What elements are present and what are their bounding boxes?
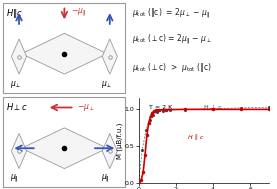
Text: $-\mu_{\|}$: $-\mu_{\|}$: [71, 7, 86, 19]
Text: H ⊥ c: H ⊥ c: [204, 105, 221, 110]
Polygon shape: [102, 133, 117, 169]
Polygon shape: [11, 39, 27, 74]
Text: $-\mu_{\perp}$: $-\mu_{\perp}$: [77, 102, 95, 113]
Text: $\mu_{\rm tot}$ ($\perp$c) = 2$\mu_{\|}$ $-$ $\mu_{\perp}$: $\mu_{\rm tot}$ ($\perp$c) = 2$\mu_{\|}$…: [132, 33, 212, 47]
Text: $\mu_{\rm tot}$ ($\|$c)  = 2$\mu_{\perp}$ $-$ $\mu_{\|}$: $\mu_{\rm tot}$ ($\|$c) = 2$\mu_{\perp}$…: [132, 6, 210, 21]
Polygon shape: [22, 128, 107, 169]
Y-axis label: M (μB/f.u.): M (μB/f.u.): [117, 123, 123, 159]
Text: $\mu_{\rm tot}$ ($\perp$c)  >  $\mu_{\rm tot}$ ($\|$c): $\mu_{\rm tot}$ ($\perp$c) > $\mu_{\rm t…: [132, 61, 212, 74]
Text: $\mu_{\|}$: $\mu_{\|}$: [10, 173, 19, 185]
Text: $\mu_{\perp}$: $\mu_{\perp}$: [101, 79, 112, 90]
Text: H ∥ c: H ∥ c: [188, 134, 203, 139]
Text: T = 2 K: T = 2 K: [149, 105, 172, 110]
Polygon shape: [102, 39, 117, 74]
Text: $\mu_{\|}$: $\mu_{\|}$: [101, 173, 110, 185]
Text: $\mu_{\perp}$: $\mu_{\perp}$: [10, 79, 22, 90]
Polygon shape: [22, 33, 107, 74]
Text: $H$$\perp$$c$: $H$$\perp$$c$: [6, 101, 28, 112]
Text: $H$$\|$$c$: $H$$\|$$c$: [6, 6, 23, 19]
Polygon shape: [11, 133, 27, 169]
